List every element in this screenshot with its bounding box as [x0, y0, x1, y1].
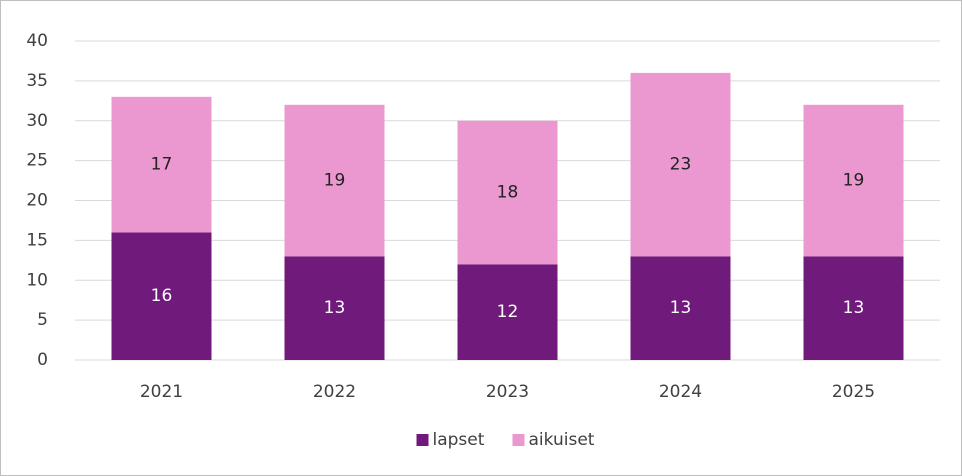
data-label: 12	[497, 302, 519, 322]
legend-swatch	[512, 434, 525, 446]
y-tick-label: 5	[37, 310, 48, 330]
data-label: 16	[151, 286, 173, 306]
bar-segment	[284, 256, 385, 360]
x-tick-label: 2024	[659, 382, 702, 402]
data-label: 13	[670, 298, 692, 318]
bar-segment	[803, 256, 904, 360]
bar-segment	[457, 264, 558, 360]
bar-segment	[284, 104, 385, 257]
bar-segment	[457, 120, 558, 265]
y-tick-label: 20	[26, 191, 48, 211]
data-label: 13	[324, 298, 346, 318]
x-tick-label: 2025	[832, 382, 875, 402]
y-tick-label: 30	[26, 111, 48, 131]
bar-segment	[803, 104, 904, 257]
bar-segment	[111, 96, 212, 233]
y-tick-label: 40	[26, 31, 48, 51]
data-label: 13	[843, 298, 865, 318]
data-label: 19	[324, 171, 346, 191]
data-label: 23	[670, 155, 692, 175]
x-tick-label: 2021	[140, 382, 183, 402]
data-label: 19	[843, 171, 865, 191]
bar-segment	[111, 232, 212, 360]
x-tick-label: 2022	[313, 382, 356, 402]
y-tick-label: 10	[26, 270, 48, 290]
y-tick-label: 0	[37, 350, 48, 370]
bar-segment	[630, 72, 731, 257]
x-tick-label: 2023	[486, 382, 529, 402]
y-tick-label: 25	[26, 151, 48, 171]
data-label: 17	[151, 155, 173, 175]
y-tick-label: 15	[26, 230, 48, 250]
legend-label: aikuiset	[529, 430, 595, 450]
y-tick-label: 35	[26, 71, 48, 91]
legend-label: lapset	[433, 430, 485, 450]
bar-segment	[630, 256, 731, 360]
legend-swatch	[416, 434, 429, 446]
data-label: 18	[497, 183, 519, 203]
